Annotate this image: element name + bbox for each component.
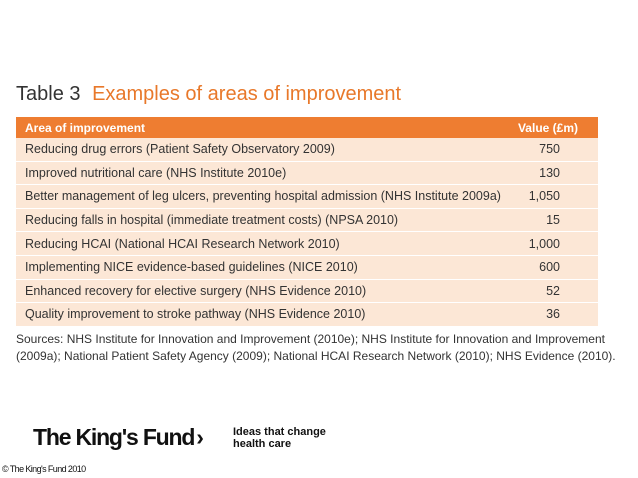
column-header-area: Area of improvement	[16, 117, 508, 138]
value-cell: 36	[507, 302, 598, 327]
area-cell: Implementing NICE evidence-based guideli…	[16, 255, 508, 280]
column-header-value: Value (£m)	[507, 117, 598, 138]
value-cell: 1,050	[507, 184, 598, 209]
table-row: Quality improvement to stroke pathway (N…	[16, 302, 598, 327]
table-title: Table 3 Examples of areas of improvement	[16, 82, 401, 106]
table-row: Implementing NICE evidence-based guideli…	[16, 255, 598, 280]
kings-fund-logo: The King's Fund›	[33, 424, 204, 451]
table-caption: Examples of areas of improvement	[92, 83, 402, 105]
area-cell: Enhanced recovery for elective surgery (…	[16, 279, 508, 304]
value-cell: 15	[507, 208, 598, 233]
improvement-table: Area of improvement Value (£m) Reducing …	[16, 117, 598, 327]
area-cell: Reducing HCAI (National HCAI Research Ne…	[16, 231, 508, 256]
area-cell: Improved nutritional care (NHS Institute…	[16, 161, 508, 186]
value-cell: 750	[507, 138, 598, 162]
area-cell: Quality improvement to stroke pathway (N…	[16, 302, 508, 327]
area-cell: Reducing falls in hospital (immediate tr…	[16, 208, 508, 233]
logo-text: The King's Fund	[33, 424, 195, 450]
table-number: Table 3	[16, 83, 81, 105]
value-cell: 130	[507, 161, 598, 186]
value-cell: 1,000	[507, 231, 598, 256]
tagline-line-1: Ideas that change	[233, 426, 326, 438]
area-cell: Better management of leg ulcers, prevent…	[16, 184, 508, 209]
table-row: Reducing HCAI (National HCAI Research Ne…	[16, 231, 598, 256]
table-row: Better management of leg ulcers, prevent…	[16, 184, 598, 209]
table-row: Improved nutritional care (NHS Institute…	[16, 161, 598, 186]
table-row: Reducing falls in hospital (immediate tr…	[16, 208, 598, 233]
tagline: Ideas that change health care	[233, 426, 326, 450]
table-header-row: Area of improvement Value (£m)	[16, 117, 598, 138]
value-cell: 52	[507, 279, 598, 304]
table-row: Reducing drug errors (Patient Safety Obs…	[16, 138, 598, 162]
chevron-right-icon: ›	[196, 424, 204, 450]
sources-note: Sources: NHS Institute for Innovation an…	[16, 332, 616, 363]
copyright-notice: © The King's Fund 2010	[2, 464, 86, 474]
tagline-line-2: health care	[233, 438, 292, 450]
area-cell: Reducing drug errors (Patient Safety Obs…	[16, 138, 508, 162]
table-row: Enhanced recovery for elective surgery (…	[16, 279, 598, 304]
value-cell: 600	[507, 255, 598, 280]
